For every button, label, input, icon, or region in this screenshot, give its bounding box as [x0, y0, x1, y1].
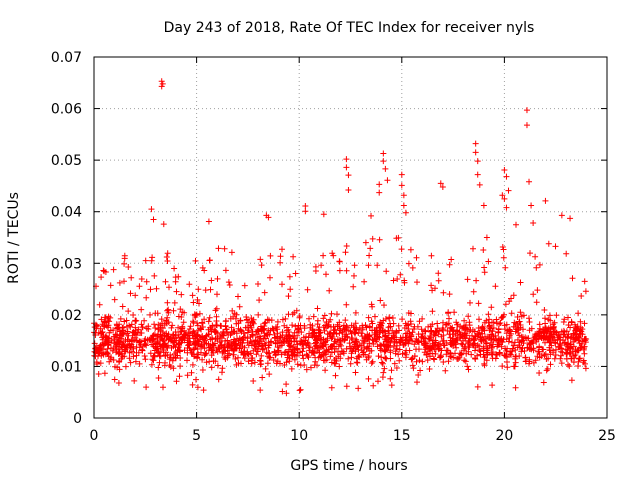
roti-point	[400, 192, 407, 199]
roti-point	[345, 187, 352, 194]
roti-point	[205, 218, 212, 225]
roti-point	[343, 164, 350, 171]
roti-point	[398, 182, 405, 189]
roti-point	[480, 202, 487, 209]
roti-point	[380, 150, 387, 157]
roti-point	[384, 177, 391, 184]
roti-point	[499, 192, 506, 199]
roti-point	[567, 215, 574, 222]
x-tick-label: 20	[495, 428, 513, 444]
roti-point	[472, 140, 479, 147]
roti-point	[503, 173, 510, 180]
roti-point	[437, 180, 444, 187]
y-tick-label: 0.07	[51, 50, 82, 66]
x-tick-label: 15	[393, 428, 411, 444]
y-tick-label: 0.04	[51, 205, 82, 221]
y-axis-label: ROTI / TECUs	[6, 192, 22, 284]
roti-point	[530, 220, 537, 227]
roti-point	[265, 214, 272, 221]
y-tick-label: 0.01	[51, 359, 82, 375]
chart-title: Day 243 of 2018, Rate Of TEC Index for r…	[164, 20, 535, 36]
roti-point-cloud	[91, 221, 590, 397]
roti-point	[150, 216, 157, 223]
y-tick-label: 0.06	[51, 102, 82, 118]
roti-point	[523, 107, 530, 114]
roti-point	[501, 166, 508, 173]
roti-point	[345, 172, 352, 179]
roti-point	[376, 189, 383, 196]
roti-point	[382, 165, 389, 172]
y-tick-label: 0.05	[51, 153, 82, 169]
roti-point	[402, 209, 409, 216]
roti-point	[501, 195, 508, 202]
roti-point	[526, 178, 533, 185]
roti-point	[160, 221, 167, 228]
roti-point	[368, 212, 375, 219]
roti-point	[439, 183, 446, 190]
x-tick-label: 25	[598, 428, 616, 444]
x-tick-label: 5	[192, 428, 201, 444]
roti-point	[380, 158, 387, 165]
roti-point	[474, 171, 481, 178]
y-tick-label: 0.03	[51, 256, 82, 272]
x-tick-label: 0	[90, 428, 99, 444]
roti-point	[398, 171, 405, 178]
x-axis-label: GPS time / hours	[290, 458, 407, 474]
roti-point	[158, 83, 165, 90]
x-tick-label: 10	[290, 428, 308, 444]
roti-point	[343, 156, 350, 163]
roti-point	[472, 149, 479, 156]
roti-point	[302, 208, 309, 215]
roti-point	[302, 203, 309, 210]
roti-point	[159, 80, 166, 87]
y-tick-label: 0	[73, 411, 82, 427]
roti-point	[503, 204, 510, 211]
roti-point	[376, 181, 383, 188]
roti-point	[528, 202, 535, 209]
roti-point	[505, 187, 512, 194]
data-points	[91, 78, 590, 397]
roti-point	[523, 122, 530, 129]
plot-frame	[93, 56, 608, 419]
roti-point	[476, 181, 483, 188]
roti-point	[158, 78, 165, 85]
roti-point	[400, 202, 407, 209]
roti-point	[558, 212, 565, 219]
axis-ticks: 0 5 10 15 20 25 0 0.01 0.02 0.03 0.04 0.05 0.06 0.07	[51, 50, 616, 444]
y-tick-label: 0.02	[51, 308, 82, 324]
roti-point	[148, 206, 155, 213]
roti-point	[542, 197, 549, 204]
roti-point	[474, 158, 481, 165]
roti-point	[320, 211, 327, 218]
